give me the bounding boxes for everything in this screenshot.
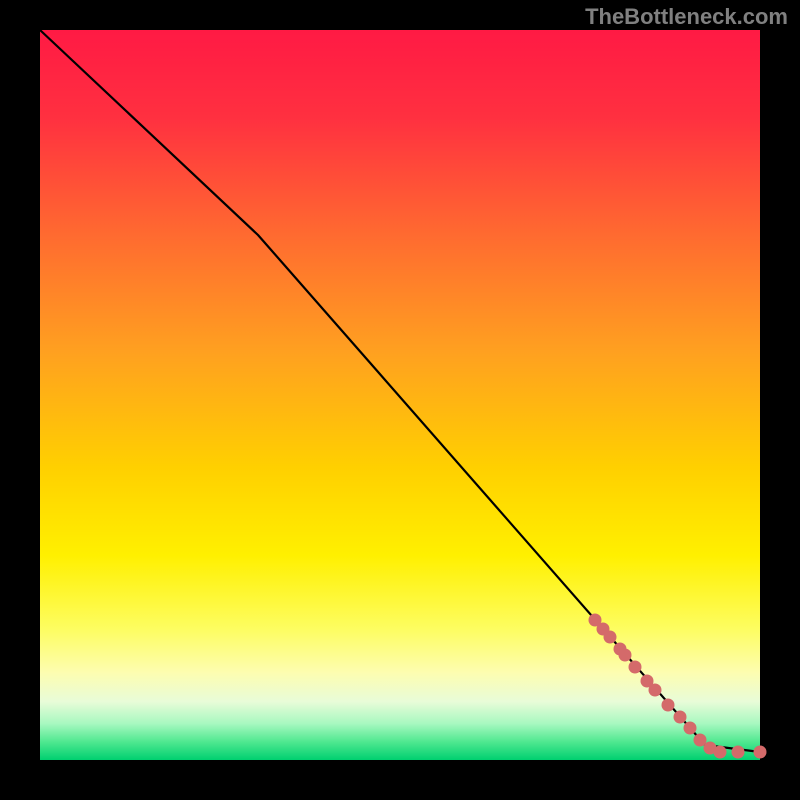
data-point <box>649 684 662 697</box>
chart-container: TheBottleneck.com <box>0 0 800 800</box>
data-point <box>604 631 617 644</box>
data-point <box>674 711 687 724</box>
data-point <box>714 746 727 759</box>
data-point <box>684 722 697 735</box>
data-point <box>754 746 767 759</box>
data-point <box>629 661 642 674</box>
chart-svg <box>0 0 800 800</box>
plot-area <box>40 30 760 760</box>
data-point <box>662 699 675 712</box>
data-point <box>732 746 745 759</box>
data-point <box>619 649 632 662</box>
watermark-text: TheBottleneck.com <box>585 4 788 30</box>
